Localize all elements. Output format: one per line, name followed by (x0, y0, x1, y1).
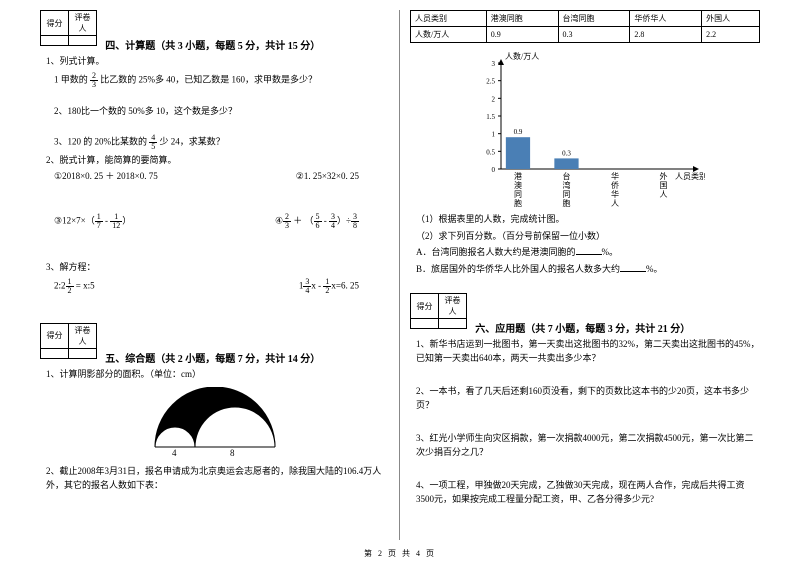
chart-q2a: A．台湾同胞报名人数大约是港澳同胞的%。 (416, 246, 760, 260)
section-5-title: 五、综合题（共 2 小题，每题 7 分，共计 14 分） (105, 354, 320, 365)
q4-2: 2、脱式计算，能简算的要简算。 (46, 154, 389, 168)
left-column: 得分 评卷人 四、计算题（共 3 小题，每题 5 分，共计 15 分） 1、列式… (30, 10, 400, 540)
chart-q2b: B．旅居国外的华侨华人比外国人的报名人数多大约%。 (416, 263, 760, 277)
score-box: 得分评卷人 (40, 323, 97, 359)
svg-text:4: 4 (172, 448, 177, 457)
td: 人数/万人 (411, 27, 487, 43)
q4-2b: ②1. 25×32×0. 25 (296, 170, 359, 183)
q4-1: 1、列式计算。 (46, 55, 389, 69)
score-box: 得分 评卷人 (40, 10, 97, 46)
q4-2c: ③12×7×（17 - 112） (54, 213, 131, 230)
q6-2: 2、一本书，看了几天后还剩160页没看，剩下的页数比这本书的少20页，这本书多少… (416, 385, 760, 412)
q4-3: 3、解方程： (46, 261, 389, 275)
q4-1b: 2、180比一个数的 50%多 10，这个数是多少？ (54, 105, 389, 118)
svg-text:澳: 澳 (514, 180, 522, 190)
th: 外国人 (702, 11, 760, 27)
q4-2a: ①2018×0. 25 ＋ 2018×0. 75 (54, 170, 158, 183)
svg-text:同: 同 (514, 190, 522, 199)
svg-text:港: 港 (514, 171, 522, 181)
svg-text:人: 人 (659, 190, 667, 199)
q4-1a: 1 甲数的 23 比乙数的 25%多 40，已知乙数是 160，求甲数是多少？ (54, 72, 389, 89)
data-table: 人员类别 港澳同胞 台湾同胞 华侨华人 外国人 人数/万人 0.9 0.3 2.… (410, 10, 760, 43)
page: 得分 评卷人 四、计算题（共 3 小题，每题 5 分，共计 15 分） 1、列式… (0, 0, 800, 540)
grader-label: 评卷人 (69, 11, 97, 36)
score-cell (41, 36, 69, 46)
svg-text:0.5: 0.5 (486, 148, 495, 156)
svg-text:1.5: 1.5 (486, 113, 495, 121)
svg-text:2.5: 2.5 (486, 78, 495, 86)
svg-text:人数/万人: 人数/万人 (505, 51, 539, 61)
th: 台湾同胞 (558, 11, 630, 27)
fraction: 45 (149, 134, 157, 151)
right-column: 人员类别 港澳同胞 台湾同胞 华侨华人 外国人 人数/万人 0.9 0.3 2.… (400, 10, 770, 540)
svg-text:人: 人 (611, 199, 619, 208)
svg-text:华: 华 (611, 189, 619, 199)
chart-q1: （1）根据表里的人数，完成统计图。 (416, 213, 760, 227)
td: 0.9 (486, 27, 558, 43)
th: 港澳同胞 (486, 11, 558, 27)
svg-text:台: 台 (562, 171, 570, 181)
svg-text:同: 同 (562, 190, 570, 199)
svg-text:2: 2 (492, 95, 496, 103)
q4-3-row: 2:212 = x:5 134x - 12x=6. 25 (54, 278, 389, 295)
score-label: 得分 (41, 11, 69, 36)
svg-text:湾: 湾 (562, 180, 570, 190)
q4-3a: 2:212 = x:5 (54, 278, 95, 295)
section-4-title: 四、计算题（共 3 小题，每题 5 分，共计 15 分） (105, 41, 320, 52)
q6-3: 3、红光小学师生向灾区捐款，第一次捐款4000元，第二次捐款4500元，第一次比… (416, 432, 760, 459)
page-footer: 第 2 页 共 4 页 (0, 548, 800, 559)
svg-text:0.9: 0.9 (514, 128, 523, 136)
score-box: 得分评卷人 (410, 293, 467, 329)
svg-text:侨: 侨 (611, 180, 619, 190)
bar-chart: 人数/万人00.511.522.53人员类别0.9港澳同胞0.3台湾同胞华侨华人… (465, 49, 705, 209)
chart-q2: （2）求下列百分数。（百分号前保留一位小数） (416, 230, 760, 244)
arc-figure: 4 8 (150, 387, 280, 459)
th: 人员类别 (411, 11, 487, 27)
q4-3b: 134x - 12x=6. 25 (299, 278, 359, 295)
svg-text:8: 8 (230, 448, 235, 457)
svg-text:华: 华 (611, 171, 619, 181)
svg-text:外: 外 (659, 171, 667, 181)
svg-text:3: 3 (492, 60, 496, 68)
svg-text:0.3: 0.3 (562, 149, 571, 157)
q4-1c: 3、120 的 20%比某数的 45 少 24，求某数？ (54, 134, 389, 151)
fraction: 23 (90, 72, 98, 89)
q5-2: 2、截止2008年3月31日，报名申请成为北京奥运会志愿者的，除我国大陆的106… (46, 465, 389, 492)
grader-cell (69, 36, 97, 46)
svg-text:1: 1 (492, 131, 496, 139)
th: 华侨华人 (630, 11, 702, 27)
q4-2d: ④23 ＋ （56 - 34）÷38 (275, 213, 359, 230)
q4-2-row1: ①2018×0. 25 ＋ 2018×0. 75 ②1. 25×32×0. 25 (54, 170, 389, 183)
td: 2.8 (630, 27, 702, 43)
q4-2-row2: ③12×7×（17 - 112） ④23 ＋ （56 - 34）÷38 (54, 213, 389, 230)
svg-text:国: 国 (659, 181, 667, 190)
svg-text:胞: 胞 (562, 198, 570, 208)
svg-text:胞: 胞 (514, 198, 522, 208)
svg-text:0: 0 (492, 166, 496, 174)
q5-1: 1、计算阴影部分的面积。（单位：cm） (46, 368, 389, 382)
td: 2.2 (702, 27, 760, 43)
q6-4: 4、一项工程，甲独做20天完成，乙独做30天完成，现在两人合作，完成后共得工资3… (416, 479, 760, 506)
svg-text:人员类别: 人员类别 (675, 171, 705, 181)
td: 0.3 (558, 27, 630, 43)
q6-1: 1、新华书店运到一批图书，第一天卖出这批图书的32%，第二天卖出这批图书的45%… (416, 338, 760, 365)
section-6-title: 六、应用题（共 7 小题，每题 3 分，共计 21 分） (475, 324, 690, 335)
